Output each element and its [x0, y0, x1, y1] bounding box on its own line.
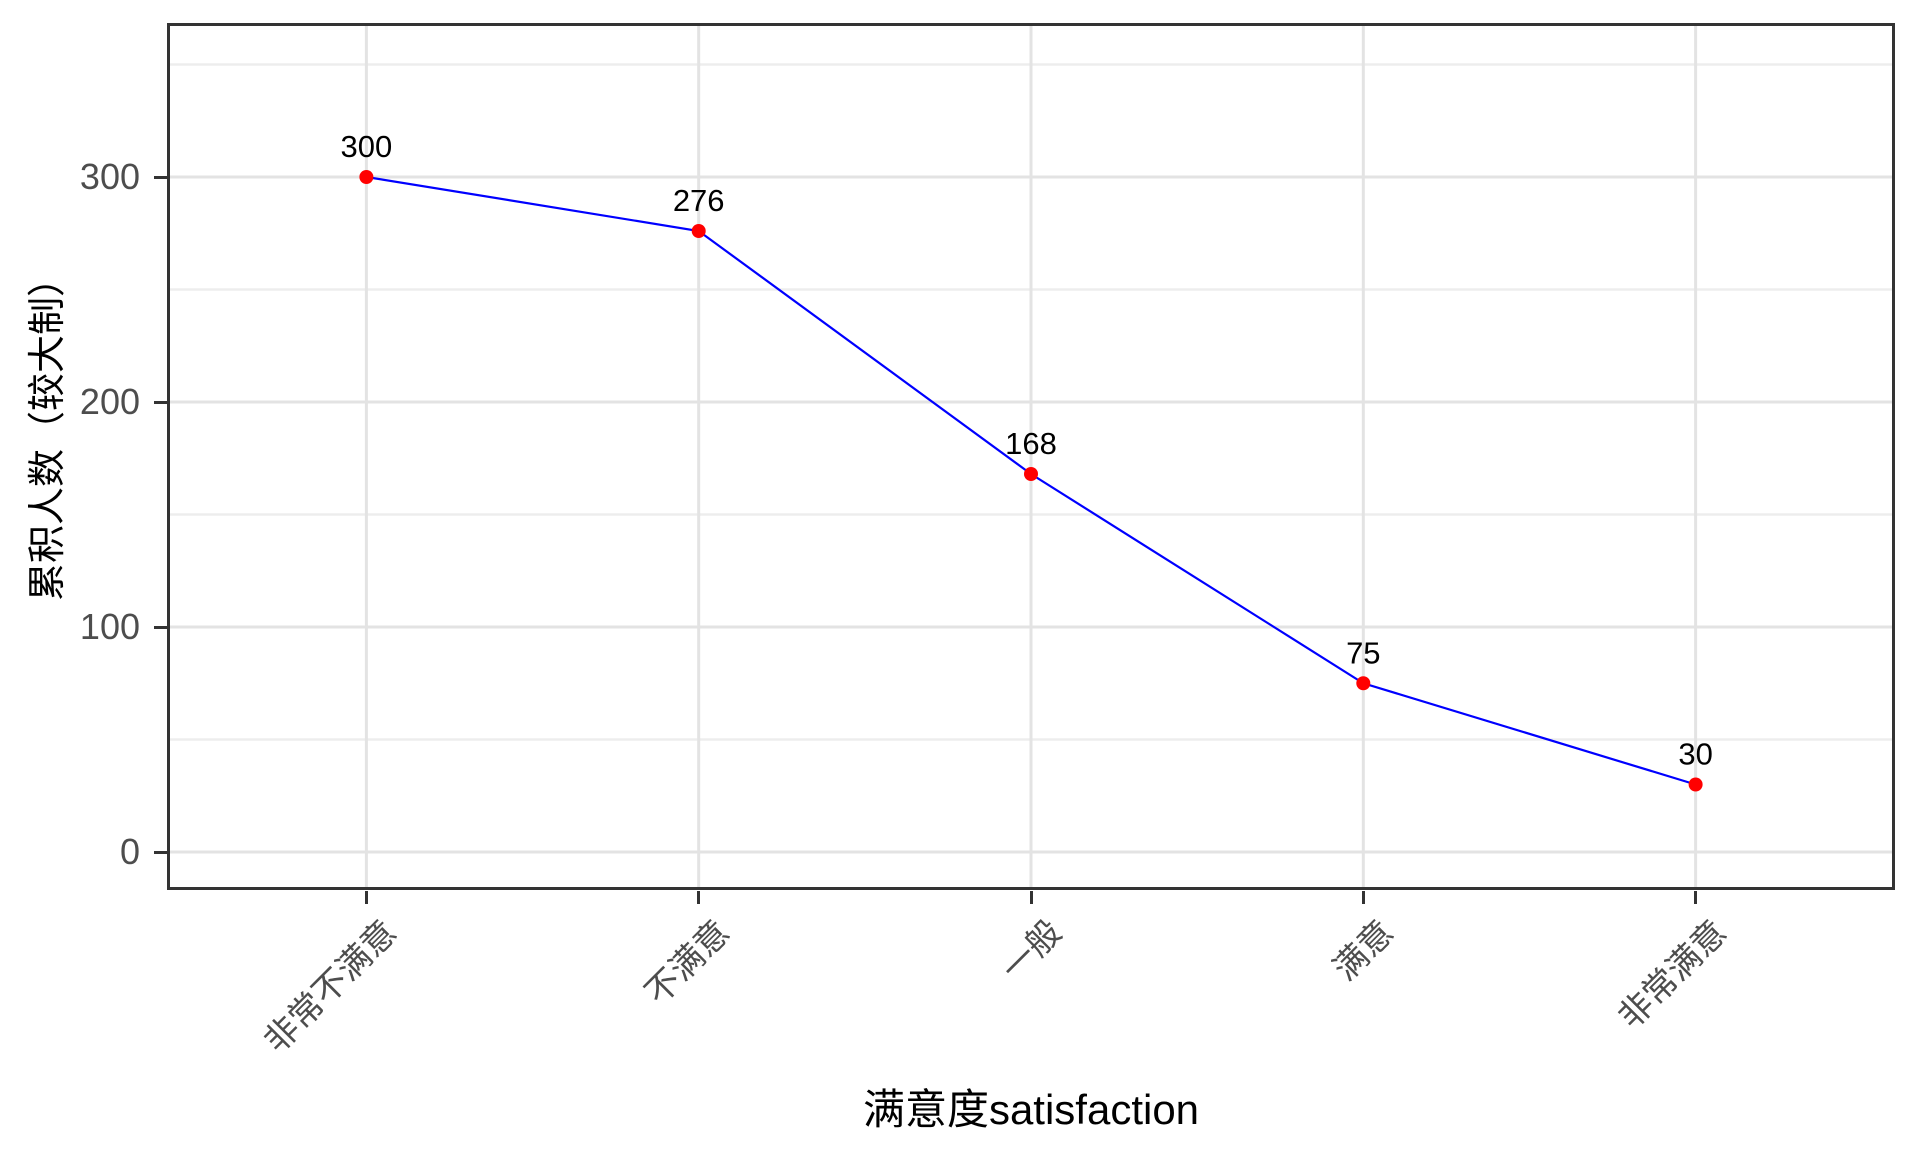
data-point: [1024, 467, 1038, 481]
x-tick-label: 非常满意: [1611, 914, 1734, 1037]
point-value-label: 168: [1005, 426, 1057, 461]
x-tick-label: 不满意: [638, 914, 737, 1013]
y-axis-title: 累积人数（较大制）: [27, 258, 69, 602]
point-value-label: 300: [341, 129, 393, 164]
y-tick-label: 200: [79, 381, 140, 422]
y-tick-mark: [154, 175, 167, 179]
y-tick-mark: [154, 625, 167, 629]
x-tick-label: 非常不满意: [258, 914, 405, 1061]
x-axis-title: 满意度satisfaction: [862, 1086, 1200, 1133]
x-tick-mark: [697, 891, 701, 904]
y-tick-label: 300: [79, 156, 140, 197]
data-point: [359, 170, 374, 184]
x-tick-label: 满意: [1327, 914, 1402, 989]
x-tick-mark: [364, 891, 368, 904]
point-value-label: 75: [1346, 635, 1380, 670]
data-point: [691, 224, 706, 238]
plot-panel: 300 276 168 75 30: [167, 23, 1895, 890]
point-value-label: 30: [1678, 737, 1712, 772]
y-tick-mark: [154, 850, 167, 854]
data-point: [1356, 676, 1371, 691]
x-tick-label: 一般: [994, 914, 1070, 989]
x-tick-mark: [1361, 891, 1365, 904]
point-value-label: 276: [673, 183, 725, 218]
data-point: [1688, 777, 1703, 792]
x-tick-mark: [1029, 891, 1033, 904]
x-tick-mark: [1694, 891, 1698, 904]
y-tick-label: 0: [119, 831, 140, 872]
y-tick-mark: [154, 400, 167, 404]
y-tick-label: 100: [79, 606, 140, 647]
plot-area-svg: 300 276 168 75 30: [167, 23, 1895, 890]
